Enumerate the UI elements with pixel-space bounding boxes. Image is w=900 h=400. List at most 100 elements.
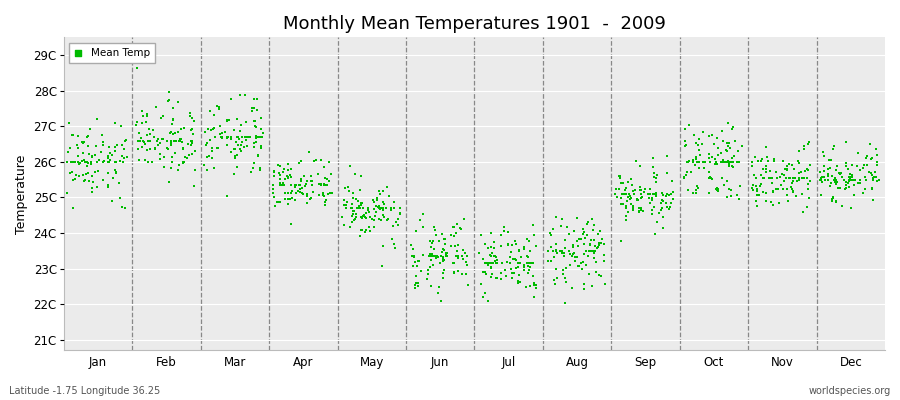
Point xyxy=(865,185,879,191)
Point xyxy=(79,162,94,169)
Point xyxy=(524,260,538,266)
Point xyxy=(313,182,328,188)
Point xyxy=(513,278,527,285)
Point xyxy=(181,140,195,147)
Point xyxy=(353,205,367,211)
Point xyxy=(254,144,268,151)
Point xyxy=(281,190,295,196)
Point xyxy=(558,237,572,243)
Point xyxy=(616,180,630,186)
Point xyxy=(484,252,499,259)
Point xyxy=(839,163,853,169)
Point xyxy=(374,263,389,269)
Point xyxy=(597,252,611,258)
Point xyxy=(647,204,662,211)
Point xyxy=(563,262,578,268)
Point xyxy=(756,189,770,195)
Point xyxy=(76,139,91,145)
Point xyxy=(624,193,638,199)
Point xyxy=(780,165,795,172)
Point xyxy=(520,270,535,276)
Point xyxy=(361,205,375,211)
Point xyxy=(375,205,390,211)
Point xyxy=(702,190,716,196)
Point xyxy=(504,270,518,276)
Point xyxy=(77,177,92,183)
Point xyxy=(710,185,724,191)
Point xyxy=(824,157,838,164)
Point xyxy=(722,140,736,146)
Point xyxy=(408,285,422,291)
Point xyxy=(821,176,835,183)
Point xyxy=(499,273,513,280)
Point xyxy=(379,205,393,211)
Point xyxy=(526,260,540,266)
Point xyxy=(839,179,853,185)
Point xyxy=(777,186,791,192)
Point xyxy=(283,172,297,178)
Point xyxy=(662,206,676,212)
Point xyxy=(275,182,290,188)
Point xyxy=(581,253,596,259)
Point xyxy=(294,178,309,184)
Point xyxy=(614,179,628,186)
Point xyxy=(564,253,579,259)
Point xyxy=(619,184,634,191)
Point xyxy=(248,118,262,125)
Point xyxy=(525,260,539,266)
Point xyxy=(839,159,853,166)
Point xyxy=(757,175,771,181)
Point xyxy=(860,162,874,168)
Point xyxy=(522,260,536,266)
Point xyxy=(763,175,778,181)
Point xyxy=(722,186,736,192)
Point xyxy=(266,190,280,196)
Point xyxy=(255,134,269,140)
Point xyxy=(557,253,572,259)
Point xyxy=(168,137,183,144)
Point xyxy=(683,169,698,175)
Point xyxy=(759,198,773,204)
Point xyxy=(557,250,572,256)
Point xyxy=(238,134,252,140)
Point xyxy=(844,204,859,211)
Point xyxy=(680,159,695,165)
Point xyxy=(503,260,517,266)
Point xyxy=(446,224,460,230)
Point xyxy=(779,186,794,192)
Point xyxy=(644,207,659,213)
Point xyxy=(380,184,394,191)
Point xyxy=(346,219,360,225)
Point xyxy=(528,282,543,288)
Point xyxy=(247,164,261,171)
Point xyxy=(101,170,115,177)
Point xyxy=(185,126,200,132)
Point xyxy=(474,281,489,287)
Point xyxy=(285,188,300,194)
Point xyxy=(767,158,781,164)
Point xyxy=(105,175,120,181)
Point xyxy=(343,224,357,230)
Point xyxy=(146,127,160,133)
Point xyxy=(172,137,186,144)
Point xyxy=(201,126,215,132)
Point xyxy=(842,178,856,184)
Point xyxy=(750,188,764,194)
Point xyxy=(250,96,265,102)
Point xyxy=(481,260,495,266)
Point xyxy=(370,195,384,202)
Point xyxy=(422,263,436,270)
Point xyxy=(184,114,199,121)
Point xyxy=(619,191,634,197)
Point xyxy=(145,158,159,165)
Point xyxy=(796,175,811,181)
Point xyxy=(166,116,180,123)
Point xyxy=(746,187,760,193)
Point xyxy=(436,269,450,276)
Point xyxy=(567,228,581,234)
Point xyxy=(489,253,503,260)
Point xyxy=(227,170,241,177)
Point xyxy=(421,253,436,259)
Point xyxy=(141,158,156,165)
Point xyxy=(85,173,99,179)
